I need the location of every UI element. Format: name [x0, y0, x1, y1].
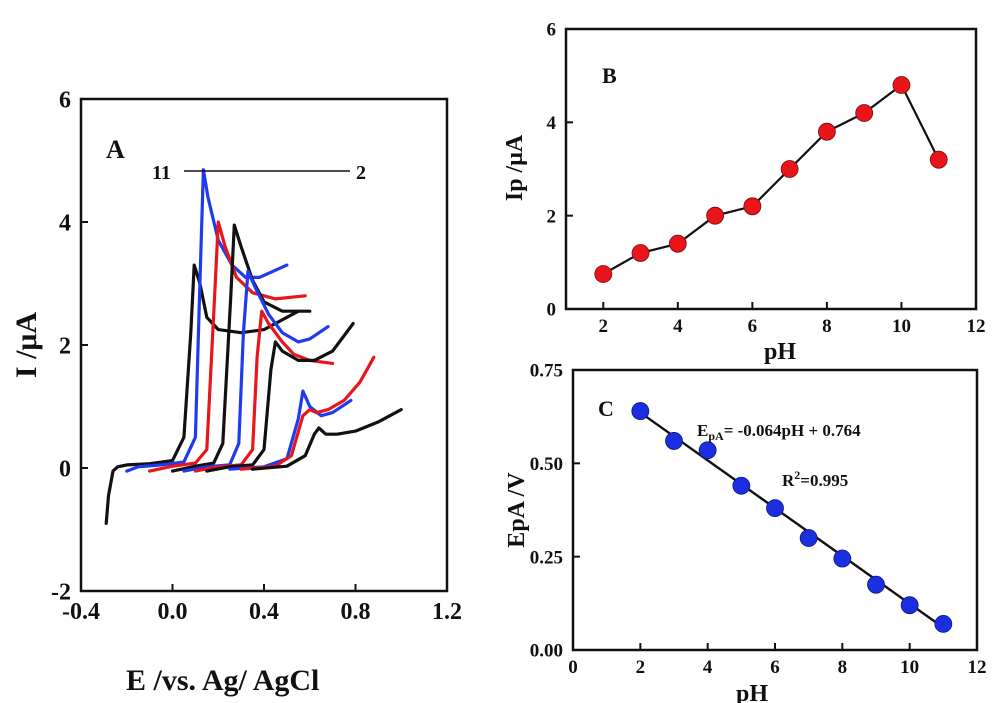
panel-a-xtick-label: -0.4: [62, 599, 100, 625]
panel-c-ylabel: EpA /V: [504, 472, 530, 548]
panel-c-series: [631, 402, 953, 633]
panel-b-ylabel: Ip /μA: [502, 134, 528, 201]
panel-c-xtick-label: 2: [636, 657, 646, 678]
panel-a: A -0.4 0.0 0.4 0.8 1.2 -2 0 2 4 6 11 2 E /vs. Ag/…: [10, 87, 462, 697]
panel-b-frame: [564, 27, 978, 311]
panel-a-frame: [79, 97, 449, 593]
panel-c-ticks: 0 2 4 6 8 10 12 0.00 0.25 0.50 0.75: [530, 361, 987, 678]
ip-point: [706, 206, 724, 225]
panel-b-ytick-label: 2: [547, 206, 557, 227]
panel-a-ytick-label: 0: [59, 456, 71, 482]
panel-b: B 2 4 6 8 10 12 0 2 4 6 pH Ip /μA: [502, 20, 986, 365]
epa-point: [732, 476, 751, 495]
panel-a-ticks: -0.4 0.0 0.4 0.8 1.2 -2 0 2 4 6: [51, 87, 462, 625]
ip-point: [892, 76, 911, 94]
panel-a-annotation: 11 2: [152, 162, 366, 184]
panel-c-xlabel: pH: [736, 681, 768, 703]
fit-r2-sup: 2: [794, 468, 800, 482]
linear-fit-line: [639, 411, 945, 629]
annotation-left-label: 11: [152, 162, 171, 184]
ip-point: [929, 150, 948, 169]
fit-equation-rest: = -0.064pH + 0.764: [724, 421, 861, 440]
voltammogram-line-7: [205, 321, 355, 473]
ip-point: [594, 265, 613, 283]
panel-c-xtick-label: 4: [703, 657, 713, 678]
panel-a-xtick-label: 0.8: [341, 599, 371, 625]
panel-b-xtick-label: 8: [822, 316, 832, 337]
ip-point: [818, 122, 836, 141]
panel-c: C 0 2 4 6 8 10 12 0.00 0.25 0.50 0.75 EpA= -0.064p…: [504, 361, 987, 703]
panel-a-xtick-label: 0.4: [249, 599, 279, 625]
fit-equation-sub: pA: [708, 429, 724, 443]
voltammogram-line-10: [251, 408, 403, 471]
epa-point: [665, 432, 683, 450]
epa-point: [631, 402, 650, 420]
panel-a-ytick-label: 4: [59, 210, 71, 236]
ip-point: [855, 104, 874, 122]
fit-equation-main: E: [697, 421, 708, 440]
epa-point: [833, 549, 852, 568]
panel-b-xtick-label: 12: [967, 316, 986, 337]
ip-point: [780, 160, 799, 178]
panel-b-xtick-label: 6: [748, 316, 758, 337]
voltammogram-line-9: [239, 355, 376, 471]
panel-a-label: A: [106, 135, 125, 164]
panel-a-xtick-label: 0.0: [158, 599, 188, 625]
panel-c-ytick-label: 0.75: [530, 361, 563, 382]
panel-b-xtick-label: 4: [673, 316, 683, 337]
panel-c-label: C: [598, 396, 614, 421]
ip-connecting-line: [602, 83, 940, 275]
panel-c-xtick-label: 8: [838, 657, 848, 678]
panel-c-xtick-label: 10: [900, 657, 919, 678]
epa-point: [867, 575, 885, 594]
panel-b-xtick-label: 2: [599, 316, 609, 337]
panel-b-ticks: 2 4 6 8 10 12 0 2 4 6: [547, 20, 986, 337]
panel-a-xlabel: E /vs. Ag/ AgCl: [126, 664, 319, 697]
panel-a-ytick-label: -2: [51, 579, 71, 605]
panel-c-xtick-label: 6: [770, 657, 780, 678]
panel-a-ytick-label: 6: [59, 87, 71, 113]
panel-c-ytick-label: 0.25: [530, 547, 563, 568]
epa-point: [698, 441, 717, 460]
panel-c-ytick-label: 0.50: [530, 454, 563, 475]
epa-point: [934, 614, 953, 633]
fit-r-squared: R2=0.995: [782, 468, 848, 490]
epa-point: [900, 596, 919, 615]
fit-r2-base: R: [782, 471, 795, 490]
panel-a-ytick-label: 2: [59, 333, 71, 359]
panel-b-series: [594, 76, 948, 283]
panel-c-ytick-label: 0.00: [530, 641, 563, 662]
fit-r2-rest: =0.995: [800, 471, 848, 490]
panel-c-xtick-label: 0: [568, 657, 578, 678]
panel-b-xtick-label: 10: [892, 316, 911, 337]
epa-point: [799, 529, 818, 547]
ip-point: [743, 197, 762, 216]
panel-b-ytick-label: 4: [547, 113, 557, 134]
fit-equation: EpA= -0.064pH + 0.764: [697, 421, 861, 443]
panel-a-xtick-label: 1.2: [432, 599, 462, 625]
voltammogram-line-8: [228, 389, 353, 471]
ip-point: [631, 244, 650, 262]
panel-a-ylabel: I /μA: [10, 312, 43, 379]
voltammogram-line-2: [125, 168, 289, 473]
annotation-right-label: 2: [356, 162, 366, 184]
panel-b-ytick-label: 0: [547, 300, 557, 321]
epa-point: [766, 499, 784, 518]
panel-b-label: B: [602, 63, 617, 88]
panel-b-xlabel: pH: [764, 339, 796, 365]
ip-point: [668, 234, 687, 253]
panel-c-xtick-label: 12: [968, 657, 987, 678]
panel-b-ytick-label: 6: [547, 20, 557, 41]
panel-a-series: [104, 168, 403, 525]
voltammogram-line-4: [170, 223, 312, 473]
